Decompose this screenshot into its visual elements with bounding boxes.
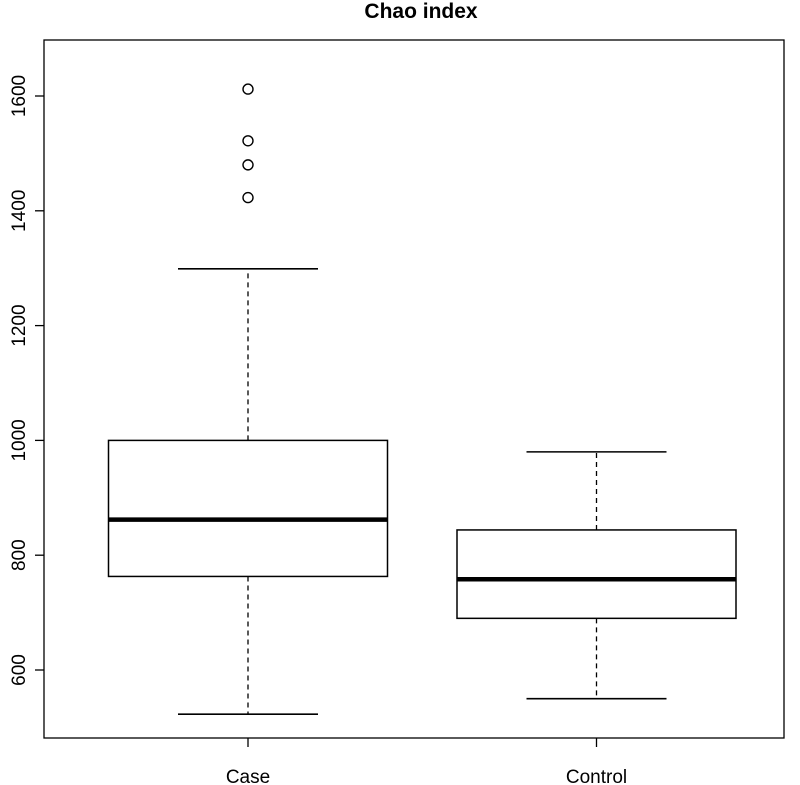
outlier-point bbox=[242, 159, 254, 171]
x-tick-label: Control bbox=[566, 767, 627, 785]
outlier-point bbox=[242, 191, 254, 204]
iqr-box bbox=[456, 529, 737, 620]
y-tick-label: 1600 bbox=[9, 75, 30, 117]
box-case bbox=[107, 83, 389, 715]
y-tick-label: 600 bbox=[9, 654, 30, 686]
chart-title: Chao index bbox=[364, 0, 478, 23]
y-tick-label: 800 bbox=[9, 539, 30, 571]
y-tick-label: 1400 bbox=[9, 190, 30, 232]
outlier-point bbox=[242, 83, 254, 95]
y-axis: 600 800 1000 1200 1400 1600 bbox=[9, 75, 44, 686]
y-tick-label: 1000 bbox=[9, 419, 30, 461]
iqr-box bbox=[107, 439, 389, 578]
x-axis: Case Control bbox=[226, 738, 627, 785]
x-tick-label: Case bbox=[226, 767, 270, 785]
boxes bbox=[107, 83, 737, 715]
outlier-point bbox=[242, 135, 254, 147]
y-tick-label: 1200 bbox=[9, 304, 30, 346]
plot-frame bbox=[43, 39, 785, 739]
box-control bbox=[456, 451, 737, 700]
